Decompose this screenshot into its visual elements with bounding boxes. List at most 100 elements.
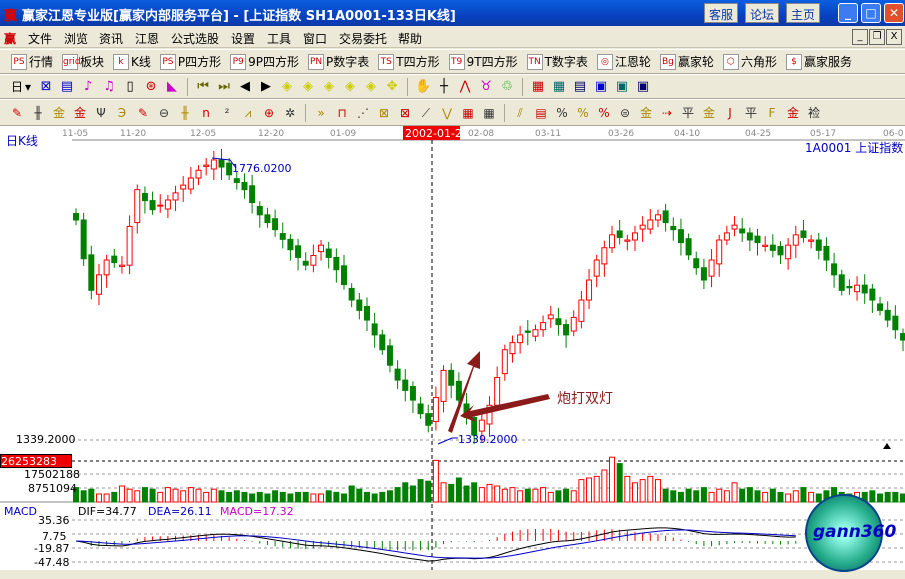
gold-circle-icon[interactable]: % — [598, 105, 610, 120]
circle-icon[interactable]: ⊖ — [158, 105, 170, 120]
lines-icon[interactable]: ╫ — [181, 105, 189, 120]
menu-8[interactable]: 交易委托 — [339, 32, 388, 46]
crosshair-icon[interactable]: ┼ — [440, 78, 448, 94]
toolbar-button-4[interactable]: P9 9P四方形 — [227, 53, 302, 70]
menu-3[interactable]: 江恩 — [135, 32, 160, 46]
homepage-button[interactable]: 主页 — [786, 3, 821, 23]
period-select[interactable]: 日 ▾ — [11, 79, 32, 95]
grid2-icon[interactable]: ▦ — [462, 105, 474, 120]
toolbar-button-9[interactable]: ◎ 江恩轮 — [594, 53, 654, 70]
jiang-icon[interactable]: 金 — [786, 105, 799, 120]
grid-icon[interactable]: ⋁ — [442, 105, 452, 120]
expand-icon[interactable]: ◈ — [345, 78, 356, 94]
bian-icon[interactable]: F — [768, 105, 776, 120]
toolbar-button-1[interactable]: grid 板块 — [59, 53, 107, 70]
close-icon[interactable]: ✕ — [884, 3, 904, 23]
chart-area[interactable]: 11-05 11-20 12-05 12-20 01-09 02-08 03-11 03-26… — [0, 126, 905, 579]
four-icon[interactable]: 裣 — [807, 105, 820, 120]
f-icon[interactable]: J — [728, 105, 732, 120]
mdi-close-icon[interactable]: X — [886, 29, 902, 45]
gann-icon[interactable]: ⊛ — [145, 78, 157, 94]
customer-service-button[interactable]: 客服 — [704, 3, 739, 23]
toolbar-button-0[interactable]: PS 行情 — [8, 53, 56, 70]
gold-line-icon[interactable]: ⊜ — [619, 105, 631, 120]
arrow-right-icon[interactable]: ◈ — [303, 78, 314, 94]
toolbar-button-3[interactable]: PS P四方形 — [157, 53, 224, 70]
notes-icon[interactable]: ▤ — [60, 78, 74, 94]
more-icon[interactable]: ✲ — [284, 105, 296, 120]
triangle-icon[interactable]: ◣ — [167, 78, 178, 94]
mdi-restore-icon[interactable]: ❐ — [869, 29, 885, 45]
calendar-icon[interactable]: ▦ — [531, 78, 545, 94]
menu-2[interactable]: 资讯 — [99, 32, 124, 46]
menu-4[interactable]: 公式选股 — [171, 32, 220, 46]
fib-icon[interactable]: Ψ — [96, 105, 106, 120]
grid-box-icon[interactable]: ⋰ — [357, 105, 369, 120]
print-icon[interactable]: ▣ — [636, 78, 650, 94]
toolbar-button-6[interactable]: TS T四方形 — [375, 53, 442, 70]
target-icon[interactable]: ⩘ — [244, 105, 252, 120]
pen-icon[interactable]: ✎ — [11, 105, 23, 120]
chart-type-icon[interactable]: ⊠ — [40, 78, 52, 94]
last-icon[interactable]: ⏭ — [218, 78, 230, 94]
export-icon[interactable]: ▣ — [615, 78, 629, 94]
percent3-icon[interactable]: % — [577, 105, 589, 120]
move-icon[interactable]: ✥ — [386, 78, 398, 94]
toolbar-button-11[interactable]: ⬡ 六角形 — [720, 53, 780, 70]
mdi-minimize-icon[interactable]: _ — [852, 29, 868, 45]
forum-button[interactable]: 论坛 — [745, 3, 780, 23]
j-icon[interactable]: 金 — [702, 105, 715, 120]
wave-icon[interactable]: ⟋ — [421, 105, 431, 120]
gold2-icon[interactable]: 金 — [73, 105, 86, 120]
table-icon[interactable]: ⫽ — [517, 105, 523, 120]
menu-9[interactable]: 帮助 — [398, 32, 423, 46]
arrow-line-icon[interactable]: 金 — [639, 105, 652, 120]
grid-box2-icon[interactable]: ⊠ — [378, 105, 390, 120]
speed-icon[interactable]: ⊠ — [399, 105, 411, 120]
time-icon[interactable]: ⇢ — [661, 105, 673, 120]
compress-icon[interactable]: ◈ — [366, 78, 377, 94]
report-icon[interactable]: ▤ — [573, 78, 587, 94]
percent2-icon[interactable]: % — [556, 105, 568, 120]
next-icon[interactable]: ▶ — [261, 78, 272, 94]
toolbar-button-5[interactable]: PN P数字表 — [305, 53, 372, 70]
angle-icon[interactable]: ² — [224, 105, 230, 120]
section-icon[interactable]: ♉ — [480, 78, 492, 94]
draw-line-icon[interactable]: ⋀ — [459, 78, 471, 94]
indicator-9-icon[interactable]: ♫ — [103, 78, 115, 94]
box-icon[interactable]: » — [317, 105, 325, 120]
prev-icon[interactable]: ◀ — [240, 78, 251, 94]
maximize-icon[interactable]: □ — [861, 3, 881, 23]
save-icon[interactable]: ▣ — [594, 78, 608, 94]
arrow-left-icon[interactable]: ◈ — [282, 78, 293, 94]
fan-icon[interactable]: ⊓ — [337, 105, 347, 120]
gold-time-icon[interactable]: 平 — [681, 105, 694, 120]
menu-5[interactable]: 设置 — [231, 32, 256, 46]
candle-type-icon[interactable]: ▯ — [126, 78, 134, 94]
toolbar-button-7[interactable]: T9 9T四方形 — [446, 53, 521, 70]
menu-6[interactable]: 工具 — [267, 32, 292, 46]
gold-j-icon[interactable]: 平 — [744, 105, 757, 120]
menu-1[interactable]: 浏览 — [64, 32, 89, 46]
gold-icon[interactable]: 金 — [52, 105, 65, 120]
minimize-icon[interactable]: _ — [838, 3, 858, 23]
hand-icon[interactable]: ✋ — [414, 78, 432, 94]
first-icon[interactable]: ⏮ — [197, 78, 209, 94]
menu-0[interactable]: 文件 — [28, 32, 53, 46]
toolbar-button-12[interactable]: $ 赢家服务 — [783, 53, 855, 70]
percent-icon[interactable]: ▤ — [535, 105, 547, 120]
parallel-icon[interactable]: ╫ — [34, 105, 42, 120]
square-n-icon[interactable]: n — [202, 105, 210, 120]
channel-icon[interactable]: ▦ — [483, 105, 495, 120]
menu-7[interactable]: 窗口 — [303, 32, 328, 46]
toolbar-button-8[interactable]: TN T数字表 — [524, 53, 591, 70]
toolbar-button-10[interactable]: Bg 赢家轮 — [657, 53, 717, 70]
toolbar-button-2[interactable]: k K线 — [110, 53, 154, 70]
indicator-2-icon[interactable]: ♪ — [83, 78, 93, 94]
calculator-icon[interactable]: ▦ — [552, 78, 566, 94]
star-icon[interactable]: ⊕ — [263, 105, 275, 120]
spiral-icon[interactable]: Э — [117, 105, 127, 120]
arrow-both-icon[interactable]: ◈ — [324, 78, 335, 94]
cycle-icon[interactable]: ♲ — [501, 78, 513, 94]
pen2-icon[interactable]: ✎ — [137, 105, 149, 120]
